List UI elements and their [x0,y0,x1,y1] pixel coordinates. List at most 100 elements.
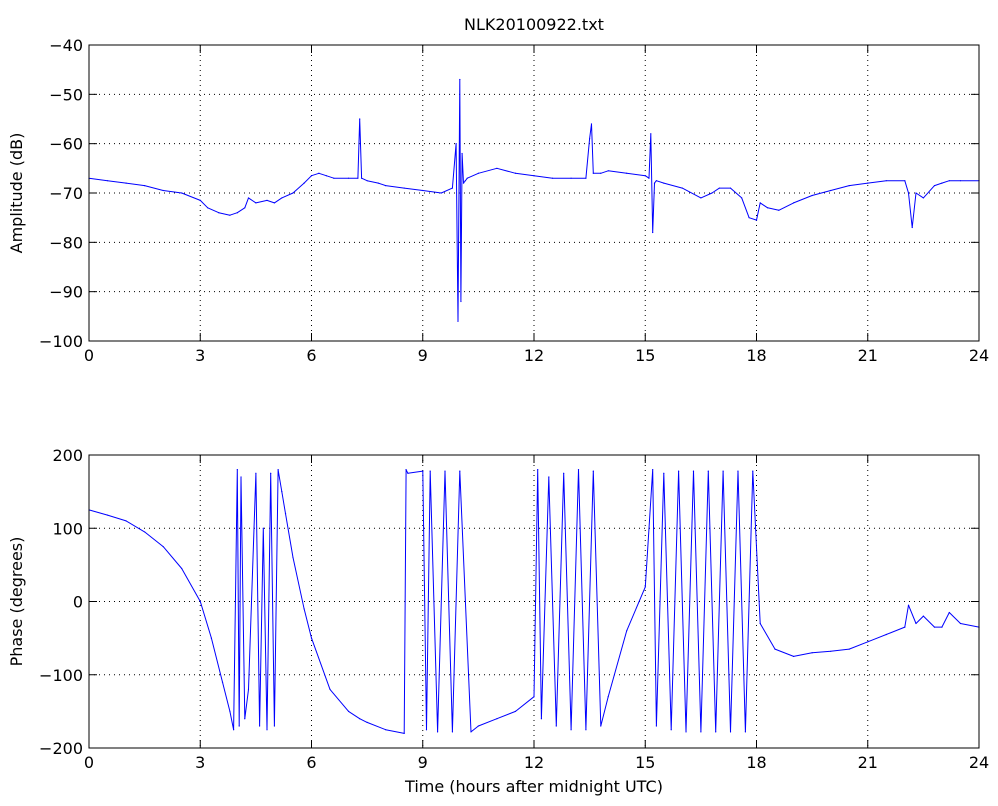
amplitude-y-tick-label: −80 [49,233,83,252]
phase-data-point [106,514,109,516]
amplitude-data-point [718,187,721,189]
amplitude-data-point [181,192,183,194]
amplitude-data-point [655,180,657,182]
amplitude-data-point [570,177,572,179]
phase-data-point [830,650,832,652]
amplitude-data-point [455,143,457,145]
phase-plot: 0 3 6 9 12 15 18 21 24 −200 −100 0 100 200 Phase (degr… [7,446,989,796]
amplitude-data-point [551,177,554,179]
amplitude-data-point [357,177,359,179]
phase-x-tick-label: 3 [195,753,205,772]
phase-data-point [722,470,724,472]
amplitude-x-tick-label: 24 [969,346,989,365]
amplitude-y-tick-label: −100 [39,332,83,351]
phase-data-point [277,469,279,471]
phase-data-point [281,491,283,493]
phase-data-point [329,688,331,691]
amplitude-x-tick-label: 0 [84,346,94,365]
amplitude-data-point [207,207,209,209]
phase-data-point [652,469,654,471]
phase-data-point [644,586,646,588]
phase-x-tick-label: 18 [746,753,766,772]
phase-data-point [811,652,813,654]
phase-data-point [258,725,261,727]
amplitude-data-point [711,192,713,194]
amplitude-data-point [466,177,468,179]
phase-data-point [707,470,709,472]
phase-x-tick-label: 6 [306,753,316,772]
phase-data-point [555,725,557,727]
amplitude-data-point [585,177,587,179]
phase-data-point [273,725,276,727]
phase-data-point [292,556,294,559]
phase-data-point [144,531,146,533]
phase-data-point [933,626,936,628]
amplitude-data-point [451,187,454,189]
amplitude-data-point [885,180,887,182]
phase-data-point [385,729,387,731]
phase-data-point [262,527,264,529]
phase-data-point [715,731,717,733]
amplitude-data-point [218,212,220,214]
phase-data-point [678,470,680,472]
amplitude-data-point [922,197,924,199]
amplitude-data-point [461,152,463,155]
phase-data-point [247,688,250,691]
amplitude-data-point [273,202,276,204]
phase-y-axis-label: Phase (degrees) [7,537,26,667]
amplitude-data-point [778,209,780,211]
amplitude-data-point [247,197,250,199]
phase-data-point [700,731,702,733]
amplitude-data-point [385,185,387,187]
amplitude-data-point [244,207,246,209]
amplitude-data-point [496,167,498,169]
amplitude-data-point [948,180,950,182]
amplitude-y-tick-label: −70 [49,184,83,203]
amplitude-y-tick-label: −60 [49,135,83,154]
phase-data-point [577,469,580,471]
amplitude-y-tick-label: −40 [49,36,83,55]
phase-data-point [904,626,906,628]
phase-data-point [663,472,665,474]
amplitude-data-point [848,185,850,187]
amplitude-data-point [440,192,442,194]
amplitude-data-point [663,182,665,184]
amplitude-data-point [266,199,268,201]
amplitude-data-point [359,118,361,120]
phase-y-tick-label: −100 [39,666,83,685]
amplitude-data-point [904,180,906,182]
phase-data-point [907,604,910,606]
amplitude-data-point [748,217,750,219]
amplitude-data-point [600,172,602,174]
phase-data-point [210,637,212,639]
phase-data-point [626,630,628,632]
phase-data-point [729,731,732,733]
amplitude-data-point [377,182,379,184]
phase-data-point [236,469,238,471]
phase-data-point [270,472,272,474]
amplitude-data-point [867,182,869,184]
amplitude-data-point [755,219,758,221]
amplitude-data-point [589,138,591,140]
amplitude-data-point [653,182,656,184]
amplitude-data-point [457,320,459,322]
phase-data-point [670,729,672,731]
phase-data-point [548,476,550,478]
phase-data-point [451,731,454,733]
phase-y-tick-label: −200 [39,739,83,758]
phase-data-point [959,622,962,625]
phase-data-point [655,725,657,727]
phase-data-point [941,626,943,628]
phase-data-point [284,513,287,515]
amplitude-data-point [959,180,962,182]
phase-x-tick-label: 21 [858,753,878,772]
phase-y-tick-label: 200 [52,446,83,465]
phase-data-point [470,731,472,733]
amplitude-data-point [422,189,424,192]
phase-data-point [244,718,246,720]
amplitude-data-point [607,170,609,172]
phase-data-point [240,476,242,478]
phase-y-tick-label: 100 [52,519,83,538]
phase-data-point [477,725,479,727]
